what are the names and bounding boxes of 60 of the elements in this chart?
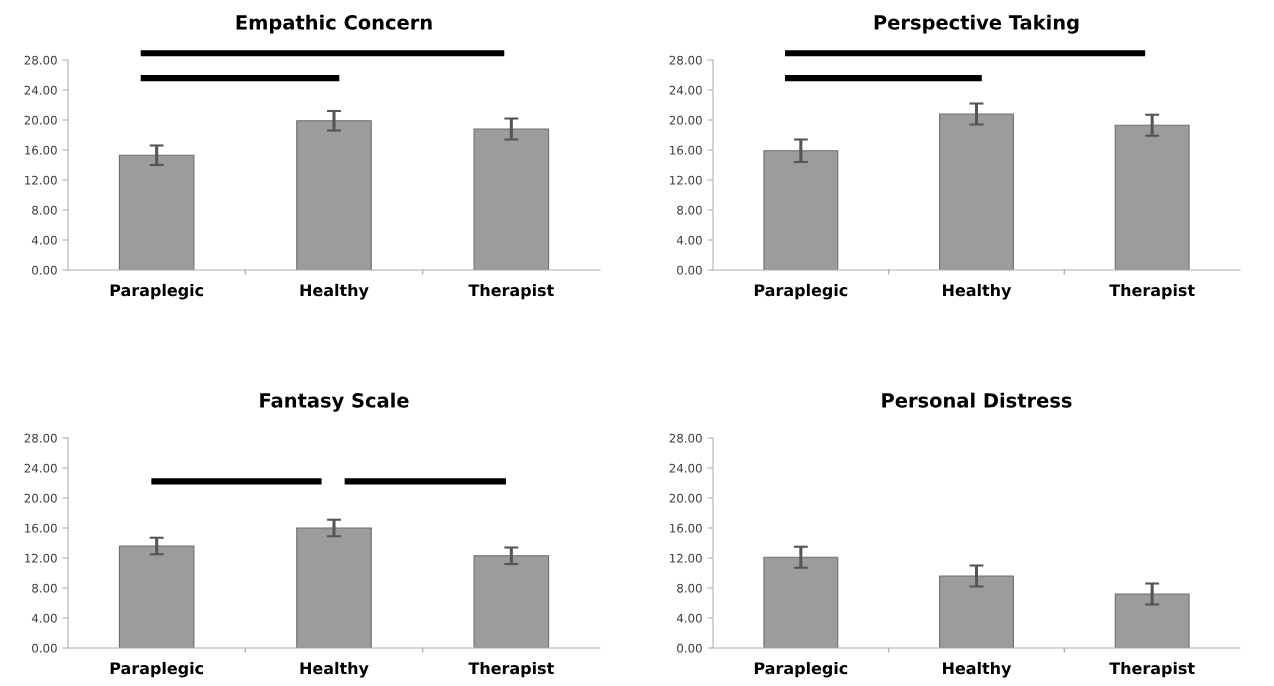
y-tick-label: 4.00	[676, 235, 702, 245]
chart-title: Perspective Taking	[874, 14, 1079, 34]
bar	[118, 545, 195, 648]
y-tick-label: 24.00	[24, 85, 57, 95]
bar	[473, 555, 550, 648]
bar	[296, 527, 372, 648]
x-tick-label: Healthy	[943, 661, 1012, 678]
bar	[296, 120, 372, 270]
y-tick-label: 0.00	[677, 265, 702, 275]
y-tick-label: 28.00	[669, 55, 702, 65]
y-tick-label: 20.00	[24, 493, 57, 503]
bar	[763, 150, 839, 270]
y-tick-label: 0.00	[32, 265, 57, 275]
y-tick-label: 24.00	[24, 463, 57, 473]
chart-title: Fantasy Scale	[260, 392, 409, 412]
y-tick-label: 12.00	[670, 553, 702, 563]
bar	[1114, 593, 1190, 648]
x-tick-label: Paraplegic	[754, 661, 848, 678]
y-tick-label: 12.00	[670, 175, 702, 185]
x-tick-label: Therapist	[1109, 283, 1195, 300]
y-tick-label: 8.00	[32, 583, 57, 593]
y-tick-label: 0.00	[32, 643, 57, 653]
y-tick-label: 4.00	[676, 613, 702, 623]
y-tick-label: 20.00	[24, 115, 57, 125]
y-tick-label: 20.00	[669, 115, 702, 125]
x-tick-label: Therapist	[468, 661, 554, 678]
x-tick-label: Healthy	[300, 283, 369, 300]
x-tick-label: Paraplegic	[110, 283, 204, 300]
y-tick-label: 16.00	[670, 145, 702, 155]
chart-title: Empathic Concern	[236, 14, 432, 34]
bar	[763, 556, 839, 648]
y-tick-label: 4.00	[31, 613, 57, 623]
y-tick-label: 16.00	[670, 523, 702, 533]
y-tick-label: 20.00	[669, 493, 702, 503]
bar	[939, 113, 1014, 270]
y-tick-label: 12.00	[25, 175, 57, 185]
bar	[118, 154, 195, 270]
x-tick-label: Therapist	[1109, 661, 1195, 678]
y-tick-label: 8.00	[677, 205, 702, 215]
y-tick-label: 28.00	[24, 55, 57, 65]
y-tick-label: 8.00	[32, 205, 57, 215]
y-tick-label: 24.00	[669, 463, 702, 473]
chart-title: Personal Distress	[882, 392, 1072, 408]
x-tick-label: Therapist	[468, 283, 554, 300]
y-tick-label: 16.00	[25, 523, 57, 533]
x-tick-label: Healthy	[300, 661, 369, 678]
bar	[473, 128, 550, 270]
x-tick-label: Paraplegic	[754, 283, 848, 300]
y-tick-label: 4.00	[31, 235, 57, 245]
y-tick-label: 24.00	[669, 85, 702, 95]
y-tick-label: 28.00	[24, 433, 57, 443]
y-tick-label: 8.00	[677, 583, 702, 593]
bar	[939, 575, 1014, 648]
bar	[1114, 124, 1190, 270]
y-tick-label: 28.00	[669, 433, 702, 443]
y-tick-label: 0.00	[677, 643, 702, 653]
y-tick-label: 16.00	[25, 145, 57, 155]
x-tick-label: Healthy	[943, 283, 1012, 300]
x-tick-label: Paraplegic	[110, 661, 204, 678]
y-tick-label: 12.00	[25, 553, 57, 563]
